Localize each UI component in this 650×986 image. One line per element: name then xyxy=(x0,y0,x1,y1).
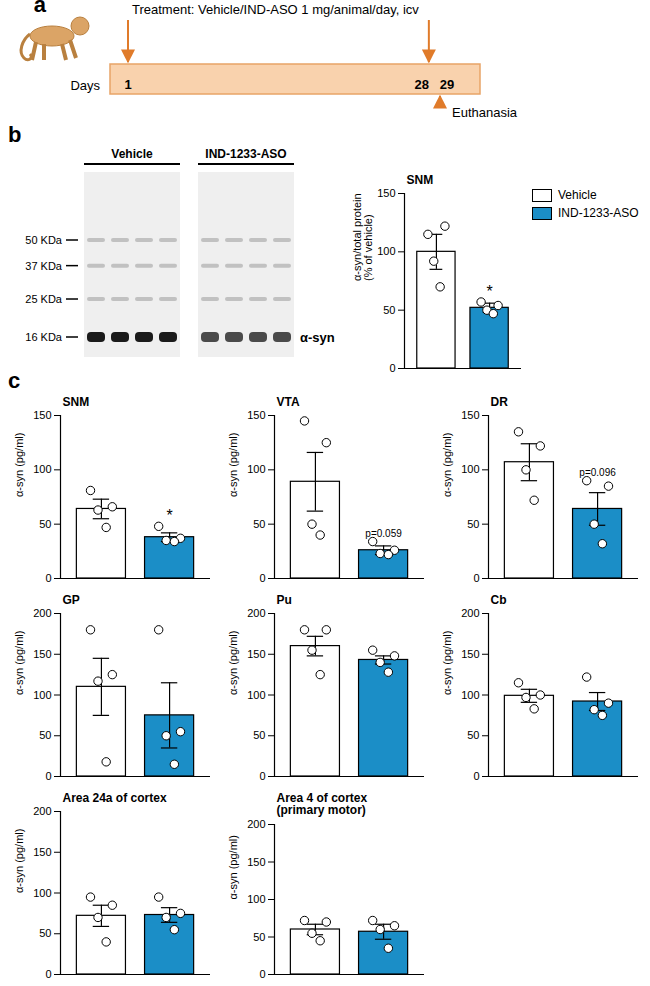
svg-text:Pu: Pu xyxy=(277,593,292,607)
svg-text:SNM: SNM xyxy=(63,395,90,409)
svg-text:100: 100 xyxy=(33,887,51,899)
svg-text:Area 4 of cortex(primary motor: Area 4 of cortex(primary motor) xyxy=(277,791,368,817)
svg-text:50: 50 xyxy=(253,518,265,530)
svg-text:200: 200 xyxy=(33,805,51,817)
svg-text:50: 50 xyxy=(39,518,51,530)
html-text:Vehicle: Vehicle xyxy=(558,188,597,202)
svg-text:50: 50 xyxy=(253,931,265,943)
svg-text:150: 150 xyxy=(33,409,51,421)
svg-text:150: 150 xyxy=(247,856,265,868)
svg-text:100: 100 xyxy=(377,245,395,257)
svg-text:50: 50 xyxy=(253,729,265,741)
svg-text:150: 150 xyxy=(33,846,51,858)
svg-text:1: 1 xyxy=(124,77,131,92)
svg-text:100: 100 xyxy=(247,893,265,905)
svg-text:α-syn (pg/ml): α-syn (pg/ml) xyxy=(13,631,25,695)
svg-text:0: 0 xyxy=(389,362,395,374)
svg-text:150: 150 xyxy=(461,409,479,421)
html-text:c: c xyxy=(8,368,21,393)
svg-text:100: 100 xyxy=(461,689,479,701)
svg-text:Area 24a of cortex: Area 24a of cortex xyxy=(63,791,167,805)
svg-text:0: 0 xyxy=(259,770,265,782)
svg-text:α-syn (pg/ml): α-syn (pg/ml) xyxy=(13,829,25,893)
svg-text:α-syn (pg/ml): α-syn (pg/ml) xyxy=(441,433,453,497)
svg-text:0: 0 xyxy=(473,572,479,584)
svg-text:100: 100 xyxy=(247,689,265,701)
svg-text:p=0.096: p=0.096 xyxy=(579,467,616,478)
svg-text:150: 150 xyxy=(461,648,479,660)
svg-text:150: 150 xyxy=(33,648,51,660)
svg-text:VTA: VTA xyxy=(277,395,300,409)
svg-text:IND-1233-ASO: IND-1233-ASO xyxy=(205,147,286,161)
svg-text:200: 200 xyxy=(247,607,265,619)
html-text:IND-1233-ASO: IND-1233-ASO xyxy=(558,206,639,220)
svg-text:50 KDa: 50 KDa xyxy=(25,234,63,246)
svg-text:DR: DR xyxy=(491,395,509,409)
svg-text:*: * xyxy=(486,283,492,300)
svg-text:GP: GP xyxy=(63,593,80,607)
svg-text:0: 0 xyxy=(45,770,51,782)
svg-text:150: 150 xyxy=(377,187,395,199)
svg-text:50: 50 xyxy=(467,518,479,530)
svg-text:16 KDa: 16 KDa xyxy=(25,331,63,343)
svg-text:SNM: SNM xyxy=(407,173,434,187)
svg-text:25 KDa: 25 KDa xyxy=(25,293,63,305)
svg-text:Treatment: Vehicle/IND-ASO 1 m: Treatment: Vehicle/IND-ASO 1 mg/animal/d… xyxy=(132,2,419,17)
svg-text:200: 200 xyxy=(461,607,479,619)
svg-text:28: 28 xyxy=(415,77,429,92)
svg-text:100: 100 xyxy=(247,463,265,475)
svg-text:100: 100 xyxy=(461,463,479,475)
svg-text:b: b xyxy=(8,122,21,147)
svg-text:Cb: Cb xyxy=(491,593,507,607)
svg-text:0: 0 xyxy=(45,968,51,980)
svg-text:200: 200 xyxy=(247,818,265,830)
svg-text:*: * xyxy=(166,507,172,524)
svg-text:α-syn/total protein(% of vehic: α-syn/total protein(% of vehicle) xyxy=(351,193,374,281)
svg-text:0: 0 xyxy=(259,572,265,584)
svg-text:150: 150 xyxy=(247,648,265,660)
svg-text:a: a xyxy=(34,0,47,17)
svg-text:200: 200 xyxy=(33,607,51,619)
svg-text:Days: Days xyxy=(70,78,100,93)
svg-text:α-syn (pg/ml): α-syn (pg/ml) xyxy=(13,433,25,497)
svg-text:100: 100 xyxy=(33,689,51,701)
svg-text:Euthanasia: Euthanasia xyxy=(452,105,518,120)
svg-text:Vehicle: Vehicle xyxy=(111,147,153,161)
svg-text:α-syn (pg/ml): α-syn (pg/ml) xyxy=(227,631,239,695)
svg-text:150: 150 xyxy=(247,409,265,421)
svg-text:37 KDa: 37 KDa xyxy=(25,260,63,272)
svg-text:α-syn (pg/ml): α-syn (pg/ml) xyxy=(227,433,239,497)
svg-text:p=0.059: p=0.059 xyxy=(365,528,402,539)
svg-text:29: 29 xyxy=(440,77,454,92)
svg-text:α-syn (pg/ml): α-syn (pg/ml) xyxy=(441,631,453,695)
svg-text:α-syn (pg/ml): α-syn (pg/ml) xyxy=(227,835,239,899)
svg-text:50: 50 xyxy=(39,927,51,939)
svg-text:0: 0 xyxy=(473,770,479,782)
svg-text:0: 0 xyxy=(45,572,51,584)
svg-text:α-syn: α-syn xyxy=(300,330,335,345)
svg-text:0: 0 xyxy=(259,968,265,980)
svg-text:50: 50 xyxy=(383,304,395,316)
svg-text:50: 50 xyxy=(467,729,479,741)
svg-text:50: 50 xyxy=(39,729,51,741)
svg-text:100: 100 xyxy=(33,463,51,475)
